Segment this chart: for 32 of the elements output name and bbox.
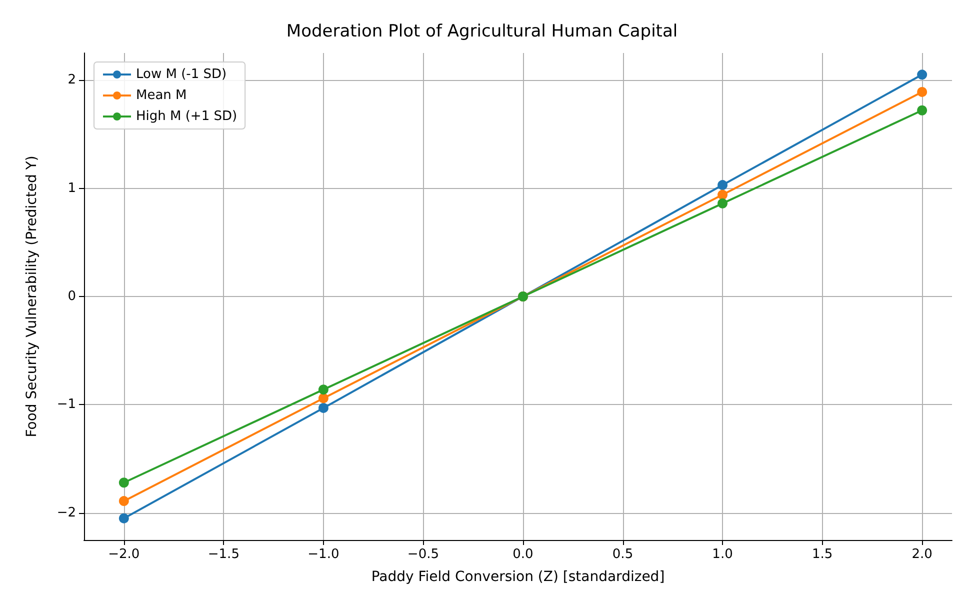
x-tick-label: 0.0 <box>512 547 534 562</box>
point <box>718 180 728 190</box>
point <box>917 70 928 80</box>
point <box>318 393 328 404</box>
y-tick-label: 2 <box>68 72 76 88</box>
point <box>318 384 328 395</box>
point <box>917 105 928 116</box>
x-tick-label: −1.5 <box>208 547 240 562</box>
point <box>718 190 728 200</box>
point <box>318 402 328 413</box>
y-tick-label: 1 <box>68 180 76 196</box>
x-tick-label: 1.0 <box>712 547 733 562</box>
point <box>917 86 928 97</box>
y-tick-label: 0 <box>68 289 76 304</box>
x-axis-title: Paddy Field Conversion (Z) [standardized] <box>371 569 665 585</box>
legend-label: Low M (-1 SD) <box>136 67 227 82</box>
x-tick-label: −1.0 <box>308 547 340 562</box>
legend-label: High M (+1 SD) <box>136 109 238 124</box>
point <box>118 496 129 506</box>
x-tick-label: −2.0 <box>108 547 140 562</box>
x-tick-label: 0.5 <box>612 547 634 562</box>
x-tick-label: −0.5 <box>407 547 440 562</box>
chart-title: Moderation Plot of Agricultural Human Capital <box>286 22 678 42</box>
point <box>718 198 728 208</box>
point <box>118 513 129 524</box>
legend-label: Mean M <box>136 88 187 103</box>
x-tick-label: 2.0 <box>912 547 932 562</box>
x-tick-label: 1.5 <box>812 547 833 562</box>
point <box>118 478 129 488</box>
y-tick-label: −1 <box>56 397 76 412</box>
y-tick-label: −2 <box>56 505 76 520</box>
y-axis-title: Food Security Vulnerability (Predicted Y) <box>24 156 40 438</box>
